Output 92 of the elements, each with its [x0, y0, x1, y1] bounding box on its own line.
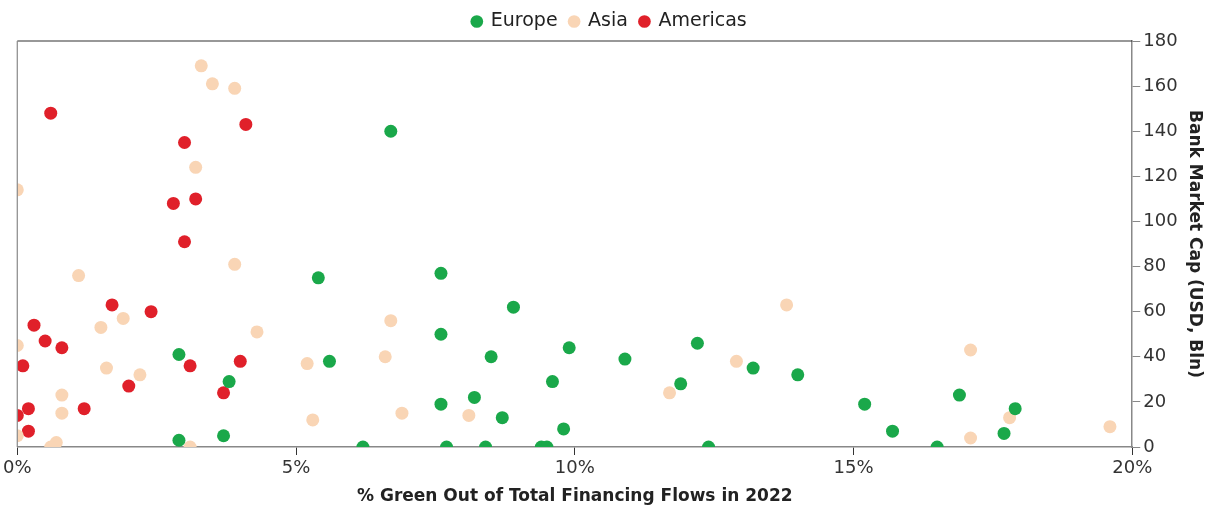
y-tick-label: 20: [1143, 389, 1167, 411]
point: [178, 235, 192, 249]
y-tick-label: 40: [1143, 344, 1167, 366]
point: [172, 433, 186, 447]
point: [886, 424, 900, 438]
y-tick-label: 80: [1143, 254, 1167, 276]
point: [729, 354, 743, 368]
point: [545, 375, 559, 389]
point: [674, 377, 688, 391]
point: [300, 357, 314, 371]
point: [1103, 420, 1117, 434]
point: [964, 431, 978, 445]
point: [99, 361, 113, 375]
point: [1008, 402, 1022, 416]
point: [21, 424, 35, 438]
point: [217, 429, 231, 443]
point: [384, 314, 398, 328]
point: [434, 397, 448, 411]
point: [239, 117, 253, 131]
point: [462, 408, 476, 422]
point: [228, 257, 242, 271]
y-tick-label: 100: [1143, 209, 1178, 231]
point: [495, 411, 509, 425]
point: [506, 300, 520, 314]
y-tick-label: 0: [1143, 434, 1155, 456]
y-tick-label: 180: [1143, 28, 1178, 50]
point: [780, 298, 794, 312]
x-tick-label: 15%: [833, 456, 874, 478]
legend-label: Americas: [658, 8, 747, 31]
point: [55, 406, 69, 420]
point: [384, 124, 398, 138]
point: [997, 426, 1011, 440]
legend-label: Europe: [490, 8, 558, 31]
point: [72, 269, 86, 283]
point: [690, 336, 704, 350]
x-tick-label: 5%: [281, 456, 311, 478]
point: [233, 354, 247, 368]
point: [618, 352, 632, 366]
x-tick-label: 0%: [3, 456, 32, 478]
point: [557, 422, 571, 436]
point: [1003, 411, 1017, 425]
x-tick-label: 20%: [1112, 456, 1153, 478]
point: [746, 361, 760, 375]
point: [434, 266, 448, 280]
point: [322, 354, 336, 368]
point: [964, 343, 978, 357]
point: [189, 192, 203, 206]
point: [306, 413, 320, 427]
point: [38, 334, 52, 348]
point: [21, 402, 35, 416]
point: [791, 368, 805, 382]
point: [484, 350, 498, 364]
point: [311, 271, 325, 285]
y-tick-label: 160: [1143, 73, 1178, 95]
point: [434, 327, 448, 341]
y-tick-label: 60: [1143, 299, 1167, 321]
point: [250, 325, 264, 339]
point: [189, 160, 203, 174]
point: [133, 368, 147, 382]
point: [172, 348, 186, 362]
legend-label: Asia: [588, 8, 628, 31]
point: [562, 341, 576, 355]
point: [952, 388, 966, 402]
point: [55, 388, 69, 402]
point: [44, 106, 58, 120]
point: [395, 406, 409, 420]
point: [144, 305, 158, 319]
y-axis-title: Bank Market Cap (USD, Bln): [1186, 110, 1207, 378]
x-tick-label: 10%: [554, 456, 595, 478]
point: [194, 59, 208, 73]
point: [94, 320, 108, 334]
point: [228, 81, 242, 95]
point: [122, 379, 136, 393]
point: [205, 77, 219, 91]
point: [116, 311, 130, 325]
point: [77, 402, 91, 416]
y-tick-label: 120: [1143, 164, 1178, 186]
point: [27, 318, 41, 332]
x-axis-title: % Green Out of Total Financing Flows in 2022: [356, 485, 793, 506]
point: [858, 397, 872, 411]
point: [166, 196, 180, 210]
point: [467, 390, 481, 404]
point: [663, 386, 677, 400]
point: [17, 359, 30, 373]
point: [217, 386, 231, 400]
point: [178, 136, 192, 149]
point: [222, 375, 236, 389]
point: [105, 298, 119, 312]
point: [55, 341, 69, 355]
point: [378, 350, 392, 364]
y-tick-label: 140: [1143, 118, 1178, 140]
point: [183, 359, 197, 373]
